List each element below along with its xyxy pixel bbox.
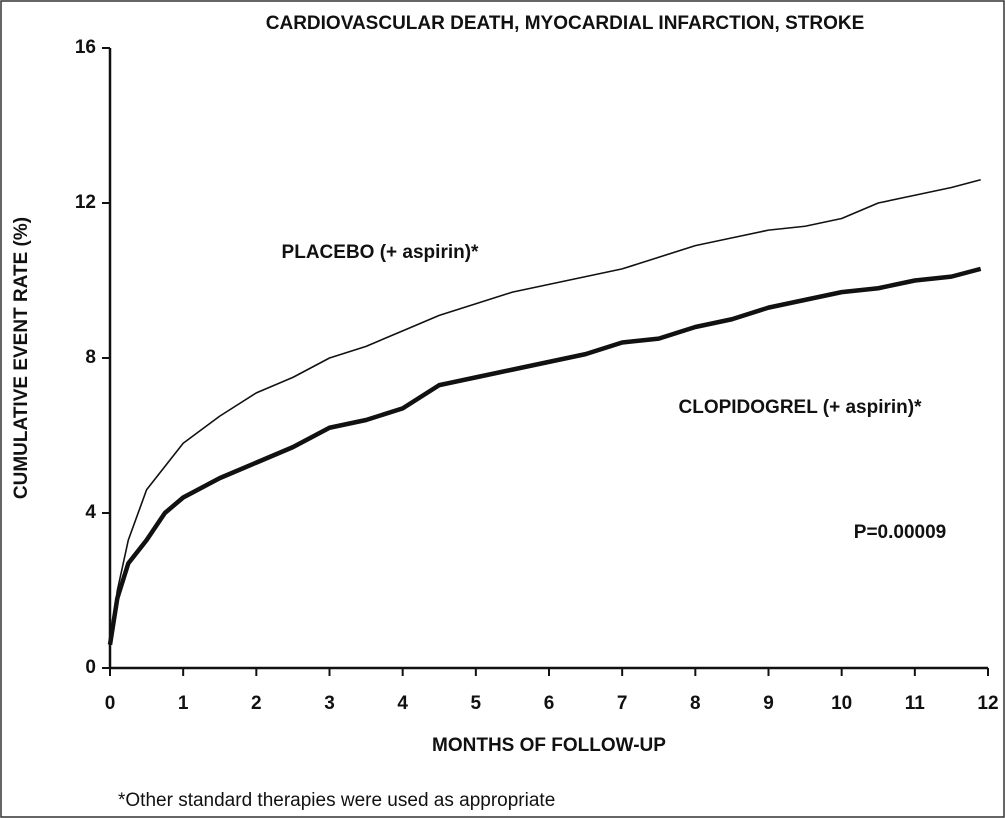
y-tick-label: 16 xyxy=(75,37,96,58)
series-label: CLOPIDOGREL (+ aspirin)* xyxy=(679,397,923,418)
x-tick-label: 11 xyxy=(905,693,926,714)
series-line xyxy=(107,266,982,646)
series-label: PLACEBO (+ aspirin)* xyxy=(282,242,479,263)
y-axis-label: CUMULATIVE EVENT RATE (%) xyxy=(11,217,32,499)
x-tick-label: 3 xyxy=(324,693,335,714)
annotation: *Other standard therapies were used as a… xyxy=(118,790,555,811)
series-line xyxy=(109,178,981,645)
y-tick-label: 0 xyxy=(85,657,96,678)
x-tick-label: 6 xyxy=(544,693,555,714)
y-tick-label: 8 xyxy=(85,347,96,368)
y-tick-label: 4 xyxy=(85,502,96,523)
x-tick-label: 12 xyxy=(977,693,998,714)
x-tick-label: 1 xyxy=(178,693,189,714)
x-tick-label: 4 xyxy=(397,693,408,714)
x-tick-label: 2 xyxy=(251,693,262,714)
x-axis-label: MONTHS OF FOLLOW-UP xyxy=(432,735,666,756)
x-tick-label: 8 xyxy=(690,693,701,714)
x-tick-label: 7 xyxy=(617,693,628,714)
x-tick-label: 10 xyxy=(831,693,852,714)
chart-title: CARDIOVASCULAR DEATH, MYOCARDIAL INFARCT… xyxy=(266,13,865,34)
annotation: P=0.00009 xyxy=(854,522,946,543)
y-tick-label: 12 xyxy=(75,192,96,213)
x-tick-label: 0 xyxy=(105,693,116,714)
x-tick-label: 9 xyxy=(763,693,774,714)
x-tick-label: 5 xyxy=(471,693,482,714)
